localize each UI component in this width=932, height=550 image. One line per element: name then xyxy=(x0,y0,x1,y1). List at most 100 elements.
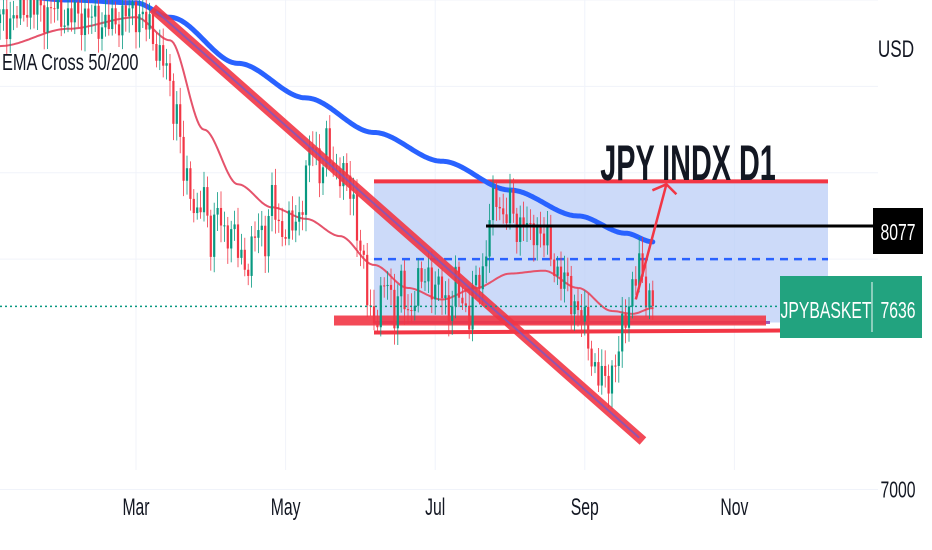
candle-body xyxy=(291,210,294,231)
candle-body xyxy=(590,348,593,367)
trendline-core xyxy=(155,10,640,439)
candle-body xyxy=(209,215,212,257)
candle-body xyxy=(32,0,36,15)
candle-body xyxy=(158,45,161,61)
candle-body xyxy=(485,256,488,267)
candle-body xyxy=(471,285,474,330)
candle-body xyxy=(539,225,542,234)
candle-body xyxy=(328,128,331,163)
candle-body xyxy=(128,8,131,17)
candle-body xyxy=(522,217,525,226)
candle-body xyxy=(321,167,325,184)
candle-body xyxy=(532,223,535,246)
candle-body xyxy=(216,207,219,215)
candle-body xyxy=(508,189,512,224)
candle-body xyxy=(559,266,563,289)
candle-body xyxy=(444,295,447,299)
candle-body xyxy=(410,310,413,312)
candle-body xyxy=(298,212,301,222)
candle-body xyxy=(638,253,641,286)
candle-body xyxy=(308,146,311,166)
candle-body xyxy=(277,219,280,222)
candle-body xyxy=(22,0,25,15)
candle-body xyxy=(355,194,359,241)
candle-body xyxy=(141,11,144,15)
candle-body xyxy=(495,188,498,207)
candle-body xyxy=(396,296,399,329)
candle-body xyxy=(107,14,110,30)
candle-body xyxy=(648,290,651,308)
candle-body xyxy=(19,0,22,19)
candle-body xyxy=(413,305,416,312)
candle-body xyxy=(325,128,328,168)
candle-body xyxy=(49,7,53,9)
candle-body xyxy=(0,14,2,24)
candle-body xyxy=(247,269,250,276)
candle-body xyxy=(199,207,202,213)
candle-body xyxy=(230,229,233,249)
candle-body xyxy=(631,279,634,307)
candle-body xyxy=(437,276,440,285)
candle-body xyxy=(641,253,644,277)
candle-body xyxy=(168,63,172,81)
candle-body xyxy=(454,266,457,307)
candle-body xyxy=(536,225,539,246)
candle-body xyxy=(117,24,121,36)
candle-body xyxy=(447,295,450,321)
candle-body xyxy=(505,214,508,224)
price-axis[interactable]: 7000 xyxy=(880,478,915,504)
candle-body xyxy=(192,198,195,214)
indicator-label: EMA Cross 50/200 xyxy=(2,50,139,75)
projection-arrow-icon xyxy=(634,182,678,300)
level-tag-background xyxy=(873,208,923,254)
candle-body xyxy=(600,365,603,386)
candle-body xyxy=(393,289,396,329)
candle-body xyxy=(474,274,478,286)
candle-body xyxy=(26,14,29,18)
candle-body xyxy=(66,8,70,26)
last-price-label: 7636 xyxy=(880,298,915,324)
candle-body xyxy=(318,148,321,184)
candle-body xyxy=(607,375,610,394)
candle-body xyxy=(281,221,284,237)
candle-body xyxy=(576,301,580,311)
candle-body xyxy=(12,15,15,19)
candle-body xyxy=(240,249,243,258)
candle-body xyxy=(63,25,66,27)
candle-body xyxy=(15,15,19,19)
candle-body xyxy=(148,14,151,30)
candle-body xyxy=(597,362,600,386)
arrow-shaft xyxy=(634,183,668,300)
level-tag-label: 8077 xyxy=(880,220,915,246)
time-tick-label: Mar xyxy=(122,495,149,521)
candle-body xyxy=(593,362,597,367)
candle-body xyxy=(451,306,454,321)
candle-body xyxy=(651,290,654,307)
candle-body xyxy=(165,63,168,66)
time-axis[interactable]: Mar May Jul Sep Nov xyxy=(122,495,749,521)
candle-body xyxy=(440,276,444,299)
candle-body xyxy=(420,268,423,282)
candle-body xyxy=(542,233,546,246)
candle-body xyxy=(5,9,8,40)
candle-body xyxy=(376,323,379,328)
candle-body xyxy=(189,168,192,199)
candle-body xyxy=(73,2,76,23)
candle-body xyxy=(359,240,362,251)
candle-body xyxy=(529,223,532,225)
candle-body xyxy=(570,275,573,315)
chart-title: JPY INDX D1 xyxy=(600,135,776,191)
candle-body xyxy=(121,5,124,36)
candle-body xyxy=(90,16,93,18)
symbol-tag-label: JPYBASKET xyxy=(781,298,872,324)
candle-body xyxy=(138,14,141,33)
candle-body xyxy=(546,226,549,246)
candle-body xyxy=(226,225,229,249)
candle-body xyxy=(621,313,624,352)
candle-body xyxy=(563,272,566,289)
candle-body xyxy=(386,284,389,287)
price-levels xyxy=(0,224,878,308)
candle-body xyxy=(614,365,617,367)
candle-body xyxy=(104,14,107,28)
